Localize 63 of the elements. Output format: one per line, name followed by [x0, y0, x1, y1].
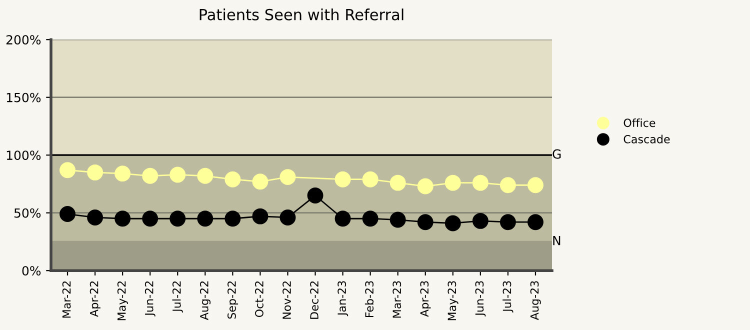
point [472, 212, 488, 229]
point [280, 169, 296, 186]
point [197, 210, 214, 227]
point [224, 171, 241, 188]
x-tick-label: Nov-22 [282, 281, 291, 319]
point [114, 166, 131, 182]
point [528, 177, 544, 194]
point [142, 168, 158, 184]
point [444, 174, 461, 191]
x-tick-label: Oct-22 [255, 281, 264, 318]
point [307, 188, 324, 204]
y-tick-label: 50% [14, 208, 41, 218]
legend-label: Cascade [624, 134, 670, 144]
x-tick-label: May-23 [448, 281, 458, 320]
x-tick-label: Jun-23 [475, 281, 486, 316]
ref-line-label: G [552, 149, 561, 159]
point [500, 214, 516, 230]
point [390, 212, 406, 228]
point [87, 164, 104, 180]
point [170, 166, 186, 183]
x-tick-label: Dec-22 [310, 281, 318, 319]
point [170, 210, 186, 227]
point [197, 168, 214, 184]
x-tick-label: May-22 [117, 281, 128, 320]
x-tick-label: Feb-23 [364, 281, 374, 318]
x-tick-label: Apr-22 [90, 281, 100, 317]
point [87, 209, 104, 226]
x-tick-label: Jun-22 [144, 281, 156, 316]
x-tick-label: Mar-23 [392, 281, 402, 318]
point [142, 210, 158, 227]
point [280, 209, 296, 226]
y-tick-label: 100% [6, 150, 41, 160]
y-tick-label: 150% [6, 92, 41, 102]
x-tick-label: Mar-22 [62, 281, 71, 318]
point [444, 215, 461, 232]
x-tick-label: Jan-23 [338, 281, 348, 316]
y-tick-label: 200% [6, 35, 41, 45]
x-tick-label: Jul-22 [172, 281, 183, 312]
point [362, 171, 378, 188]
chart-title: Patients Seen with Referral [200, 8, 404, 20]
x-tick-label: Aug-23 [530, 281, 541, 320]
point [390, 174, 406, 191]
point [252, 174, 268, 190]
point [334, 210, 351, 227]
point [472, 174, 488, 191]
point [362, 210, 378, 227]
point [60, 206, 76, 222]
point [334, 171, 351, 188]
point [528, 214, 544, 230]
legend-label: Office [624, 118, 656, 128]
point [500, 177, 516, 194]
x-tick-label: Sep-22 [228, 281, 238, 319]
point [114, 210, 131, 227]
point [417, 214, 434, 230]
point [417, 178, 434, 194]
x-tick-label: Jul-23 [502, 281, 514, 312]
y-tick-label: 0% [22, 266, 41, 276]
x-tick-label: Aug-22 [200, 281, 211, 320]
x-tick-label: Apr-23 [420, 281, 431, 317]
point [224, 210, 241, 227]
point [252, 208, 268, 224]
ref-line-label: N [553, 236, 560, 246]
point [60, 162, 76, 178]
